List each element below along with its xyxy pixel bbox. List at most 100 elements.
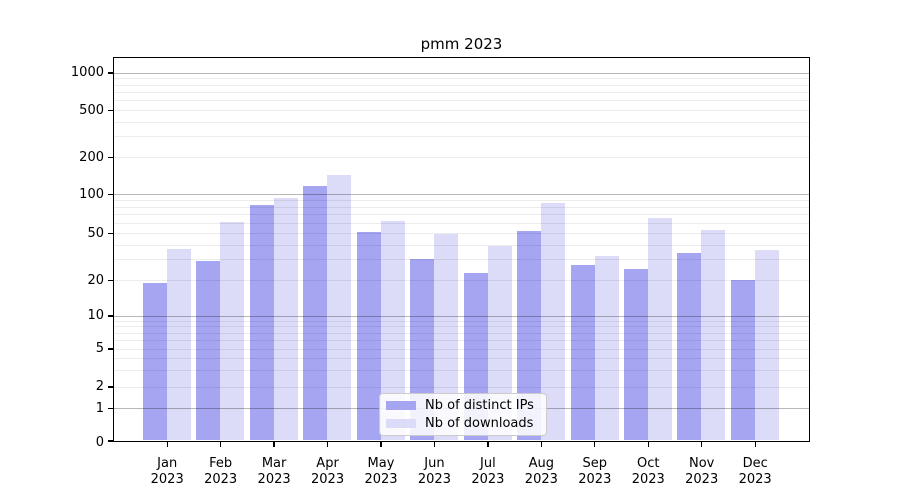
x-tick-month-jan: Jan: [157, 456, 178, 471]
x-tick-label-jul: Jul 2023: [456, 456, 520, 487]
x-tick-month-dec: Dec: [742, 456, 768, 471]
x-tick-year-jan: 2023: [150, 471, 184, 487]
x-tick-label-may: May 2023: [349, 456, 413, 487]
bar-jan-downloads: [166, 248, 191, 441]
gridline-minor-4: [114, 357, 809, 359]
x-tick-mark-sep: [594, 442, 596, 447]
gridline-minor-600: [114, 100, 809, 102]
x-tick-mark-nov: [701, 442, 703, 447]
x-tick-month-apr: Apr: [316, 456, 339, 471]
y-tick-label-500: 500: [79, 102, 104, 118]
x-tick-mark-jul: [487, 442, 489, 447]
x-tick-month-oct: Oct: [637, 456, 660, 471]
x-tick-mark-feb: [220, 442, 222, 447]
x-tick-year-mar: 2023: [257, 471, 291, 487]
x-tick-year-jun: 2023: [417, 471, 451, 487]
legend-label-distinct-ips: Nb of distinct IPs: [425, 397, 534, 413]
bar-mar-distinct-ips: [249, 205, 274, 441]
x-tick-mark-jun: [433, 442, 436, 447]
bar-dec-downloads: [754, 250, 779, 441]
x-tick-month-jun: Jun: [424, 456, 445, 471]
bar-feb-distinct-ips: [196, 261, 221, 441]
y-tick-label-10: 10: [87, 308, 104, 323]
x-tick-month-feb: Feb: [209, 456, 233, 471]
x-tick-year-aug: 2023: [524, 471, 558, 487]
gridline-minor-800: [114, 84, 809, 86]
y-tick-mark-20: [108, 279, 114, 282]
legend-row-downloads: Nb of downloads: [386, 415, 540, 433]
x-tick-month-mar: Mar: [261, 456, 287, 471]
y-tick-mark-5: [108, 348, 114, 350]
y-tick-mark-100: [108, 193, 114, 196]
gridline-major-1000: [114, 72, 809, 74]
bar-sep-distinct-ips: [570, 264, 595, 441]
y-tick-mark-0: [108, 440, 114, 442]
x-tick-label-mar: Mar 2023: [242, 456, 306, 487]
bar-oct-distinct-ips: [623, 268, 648, 441]
legend-swatch-downloads: [386, 418, 416, 429]
bar-jan-distinct-ips: [142, 282, 167, 441]
gridline-minor-60: [114, 222, 809, 224]
x-tick-year-feb: 2023: [204, 471, 238, 487]
y-tick-label-1: 1: [95, 400, 104, 416]
x-tick-year-dec: 2023: [738, 471, 772, 487]
y-tick-mark-500: [108, 109, 114, 112]
gridline-minor-700: [114, 91, 809, 93]
gridline-minor-90: [114, 200, 809, 202]
gridline-minor-3: [114, 369, 809, 371]
y-tick-label-20: 20: [87, 272, 104, 288]
y-tick-label-50: 50: [87, 225, 104, 241]
legend-swatch-distinct-ips: [386, 400, 416, 411]
legend-row-distinct-ips: Nb of distinct IPs: [386, 397, 540, 415]
x-tick-mark-aug: [540, 442, 542, 447]
bar-feb-downloads: [220, 222, 245, 441]
y-tick-label-200: 200: [79, 149, 104, 165]
y-tick-label-2: 2: [95, 379, 104, 394]
gridline-minor-400: [114, 121, 809, 123]
y-tick-mark-200: [108, 156, 114, 159]
gridline-minor-80: [114, 206, 809, 208]
bar-sep-downloads: [594, 256, 619, 441]
x-tick-year-jul: 2023: [471, 471, 505, 487]
bar-mar-downloads: [273, 197, 298, 441]
chart-title: pmm 2023: [420, 35, 503, 53]
x-tick-mark-oct: [647, 442, 649, 447]
gridline-major-100: [114, 194, 809, 196]
bar-apr-distinct-ips: [303, 185, 328, 441]
x-tick-mark-apr: [326, 442, 329, 447]
bar-nov-distinct-ips: [677, 252, 702, 441]
x-tick-year-apr: 2023: [311, 471, 345, 487]
x-tick-year-sep: 2023: [578, 471, 612, 487]
gridline-minor-300: [114, 136, 809, 138]
gridline-major-10: [114, 315, 809, 317]
gridline-minor-8: [114, 326, 809, 328]
gridline-minor-40: [114, 244, 809, 246]
x-tick-year-nov: 2023: [685, 471, 719, 487]
x-tick-label-jan: Jan 2023: [135, 456, 199, 487]
bar-apr-downloads: [327, 175, 352, 441]
y-tick-label-100: 100: [79, 186, 104, 202]
gridline-minor-70: [114, 214, 809, 216]
x-tick-month-may: May: [367, 456, 395, 471]
x-tick-year-oct: 2023: [631, 471, 665, 487]
gridline-minor-9: [114, 320, 809, 322]
gridline-minor-900: [114, 78, 809, 80]
x-tick-month-sep: Sep: [582, 456, 608, 471]
x-tick-mark-dec: [754, 442, 756, 447]
gridline-minor-5: [114, 348, 809, 350]
bar-may-distinct-ips: [356, 232, 381, 441]
y-tick-mark-1: [108, 408, 114, 410]
bar-nov-downloads: [701, 229, 726, 441]
y-tick-label-1000: 1000: [70, 65, 104, 80]
x-tick-year-may: 2023: [364, 471, 398, 487]
x-tick-label-dec: Dec 2023: [723, 456, 787, 487]
gridline-minor-20: [114, 280, 809, 282]
x-tick-label-aug: Aug 2023: [509, 456, 573, 487]
x-tick-mark-mar: [273, 442, 275, 447]
y-tick-label-5: 5: [95, 341, 104, 356]
plot-area: [113, 57, 810, 442]
x-tick-mark-jan: [166, 442, 168, 447]
y-tick-mark-2: [108, 386, 114, 388]
y-tick-label-0: 0: [95, 434, 104, 450]
